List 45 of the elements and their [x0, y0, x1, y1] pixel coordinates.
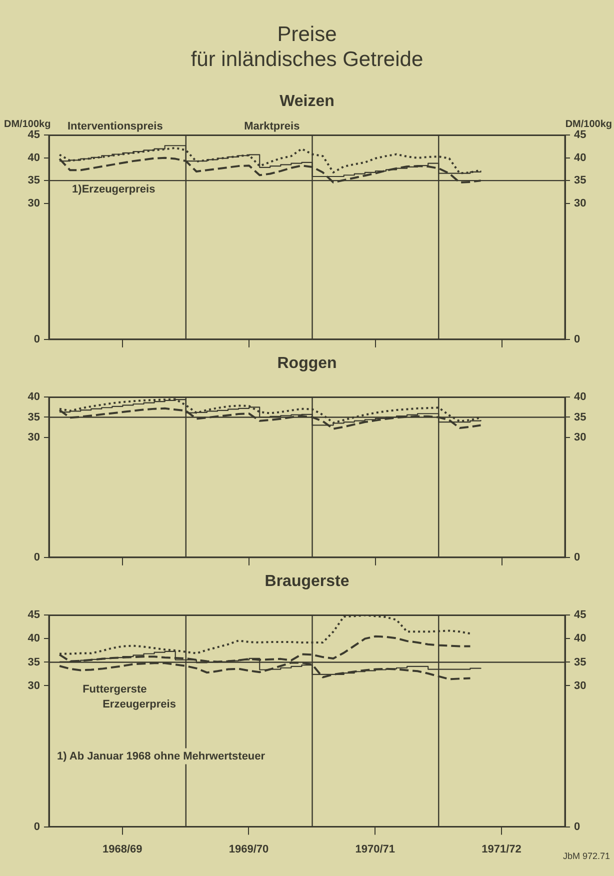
chart-title: Preise für inländisches Getreide	[190, 22, 424, 73]
y2-tick-label: 0	[574, 820, 580, 833]
y2-tick-label: 45	[574, 609, 586, 622]
text: JbM 972.71	[562, 850, 610, 861]
y2-tick-label: 35	[574, 656, 586, 668]
y2-tick-label: 35	[574, 174, 586, 187]
y2-tick-label: 40	[574, 152, 586, 164]
series-label: Futtergerste	[82, 684, 147, 696]
y-tick-label: 30	[28, 680, 40, 692]
y-tick-label: 0	[34, 820, 40, 833]
x-tick-label: 1969/70	[228, 843, 269, 856]
y-tick-label: 40	[28, 632, 40, 645]
y-tick-label: 45	[28, 129, 40, 142]
y-tick-label: 0	[34, 333, 40, 346]
y2-tick-label: 45	[574, 129, 586, 142]
y-tick-label: 0	[34, 551, 40, 564]
y-tick-label: 40	[28, 152, 40, 164]
y2-tick-label: 30	[574, 197, 586, 210]
annotation: 1) Ab Januar 1968 ohne Mehrwertsteuer	[57, 750, 266, 762]
y-tick-label: 35	[28, 656, 40, 668]
annotation: Erzeugerpreis	[102, 698, 176, 711]
x-tick-label: 1971/72	[482, 843, 522, 856]
chart-subtitle: Weizen	[280, 93, 334, 110]
chart-title: Braugerste	[264, 573, 350, 590]
y-tick-label: 35	[28, 411, 40, 424]
y2-tick-label: 0	[574, 551, 580, 564]
y-tick-label: 30	[28, 431, 40, 444]
x-tick-label: 1970/71	[355, 843, 395, 856]
y2-tick-label: 0	[574, 333, 580, 346]
y2-tick-label: 40	[574, 632, 586, 645]
y2-tick-label: 30	[574, 431, 586, 444]
chart-title: Roggen	[277, 355, 337, 372]
series-label: Marktpreis	[244, 120, 300, 133]
y-axis-title: DM/100kg	[4, 118, 51, 130]
y-tick-label: 35	[28, 174, 40, 187]
series-label: 1)Erzeugerpreis	[72, 184, 156, 196]
series-label: Interventionspreis	[67, 120, 163, 133]
y2-axis-title: DM/100kg	[565, 118, 612, 130]
y-tick-label: 40	[28, 391, 40, 404]
y2-tick-label: 30	[574, 680, 586, 692]
y2-tick-label: 40	[574, 391, 586, 404]
y-tick-label: 30	[28, 197, 40, 210]
y-tick-label: 45	[28, 609, 40, 622]
y2-tick-label: 35	[574, 411, 586, 424]
x-tick-label: 1968/69	[102, 843, 142, 856]
